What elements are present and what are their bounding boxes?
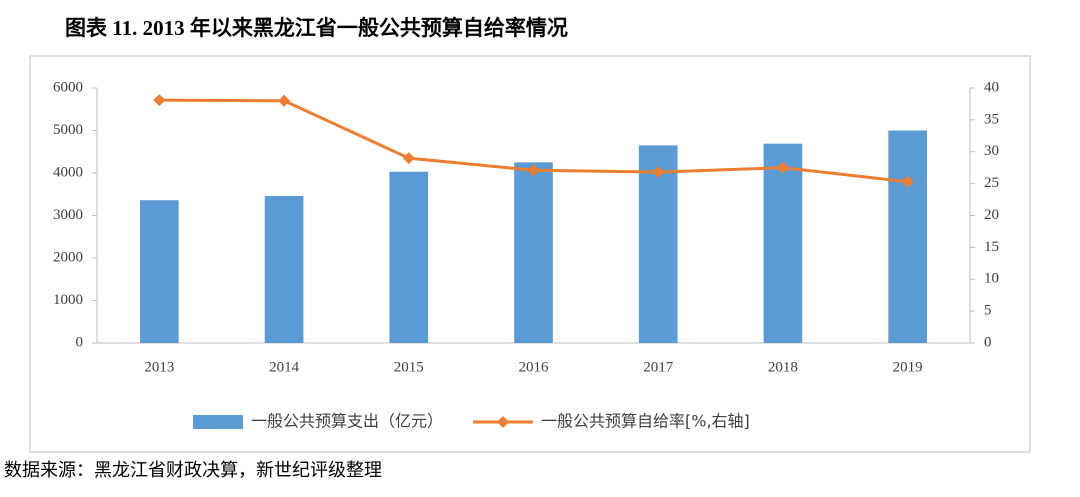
y-tick-label: 4000 (53, 164, 83, 180)
line-marker (153, 94, 166, 107)
y2-tick-label: 15 (984, 239, 999, 255)
y2-tick-label: 40 (984, 79, 999, 95)
chart-title: 图表 11. 2013 年以来黑龙江省一般公共预算自给率情况 (65, 16, 568, 40)
y-tick-label: 3000 (53, 207, 83, 223)
line-marker (901, 175, 914, 188)
source-note: 数据来源：黑龙江省财政决算，新世纪评级整理 (4, 460, 382, 480)
x-tick-label: 2013 (144, 359, 174, 375)
y-tick-label: 0 (76, 334, 84, 350)
bar (638, 145, 678, 343)
y2-tick-label: 35 (984, 111, 999, 127)
y2-tick-label: 10 (984, 271, 999, 287)
bar (763, 143, 803, 343)
x-tick-label: 2016 (519, 359, 550, 375)
y-tick-label: 1000 (53, 292, 83, 308)
y-tick-label: 2000 (53, 249, 83, 265)
x-tick-label: 2014 (269, 359, 300, 375)
line-marker (652, 166, 665, 179)
line-marker (776, 161, 789, 174)
bar (888, 130, 927, 343)
legend-swatch (193, 415, 243, 429)
y2-tick-label: 30 (984, 143, 999, 159)
y2-tick-label: 25 (984, 175, 999, 191)
x-tick-label: 2019 (893, 359, 923, 375)
x-tick-label: 2015 (394, 359, 424, 375)
chart-frame (29, 55, 1031, 453)
legend-label: 一般公共预算自给率[%,右轴] (541, 412, 750, 431)
legend-marker (497, 416, 510, 428)
y2-tick-label: 0 (984, 334, 992, 350)
y2-tick-label: 5 (984, 303, 992, 319)
y-tick-label: 6000 (53, 79, 83, 95)
y2-tick-label: 20 (984, 207, 999, 223)
x-tick-label: 2018 (768, 359, 798, 375)
legend-label: 一般公共预算支出（亿元） (251, 412, 443, 431)
line-marker (527, 164, 540, 177)
line-marker (402, 152, 415, 165)
bar (514, 162, 553, 343)
bar (389, 171, 429, 343)
bar (264, 195, 304, 343)
bar (140, 200, 179, 343)
line-marker (278, 94, 291, 107)
y-tick-label: 5000 (53, 122, 83, 138)
x-tick-label: 2017 (643, 359, 674, 375)
